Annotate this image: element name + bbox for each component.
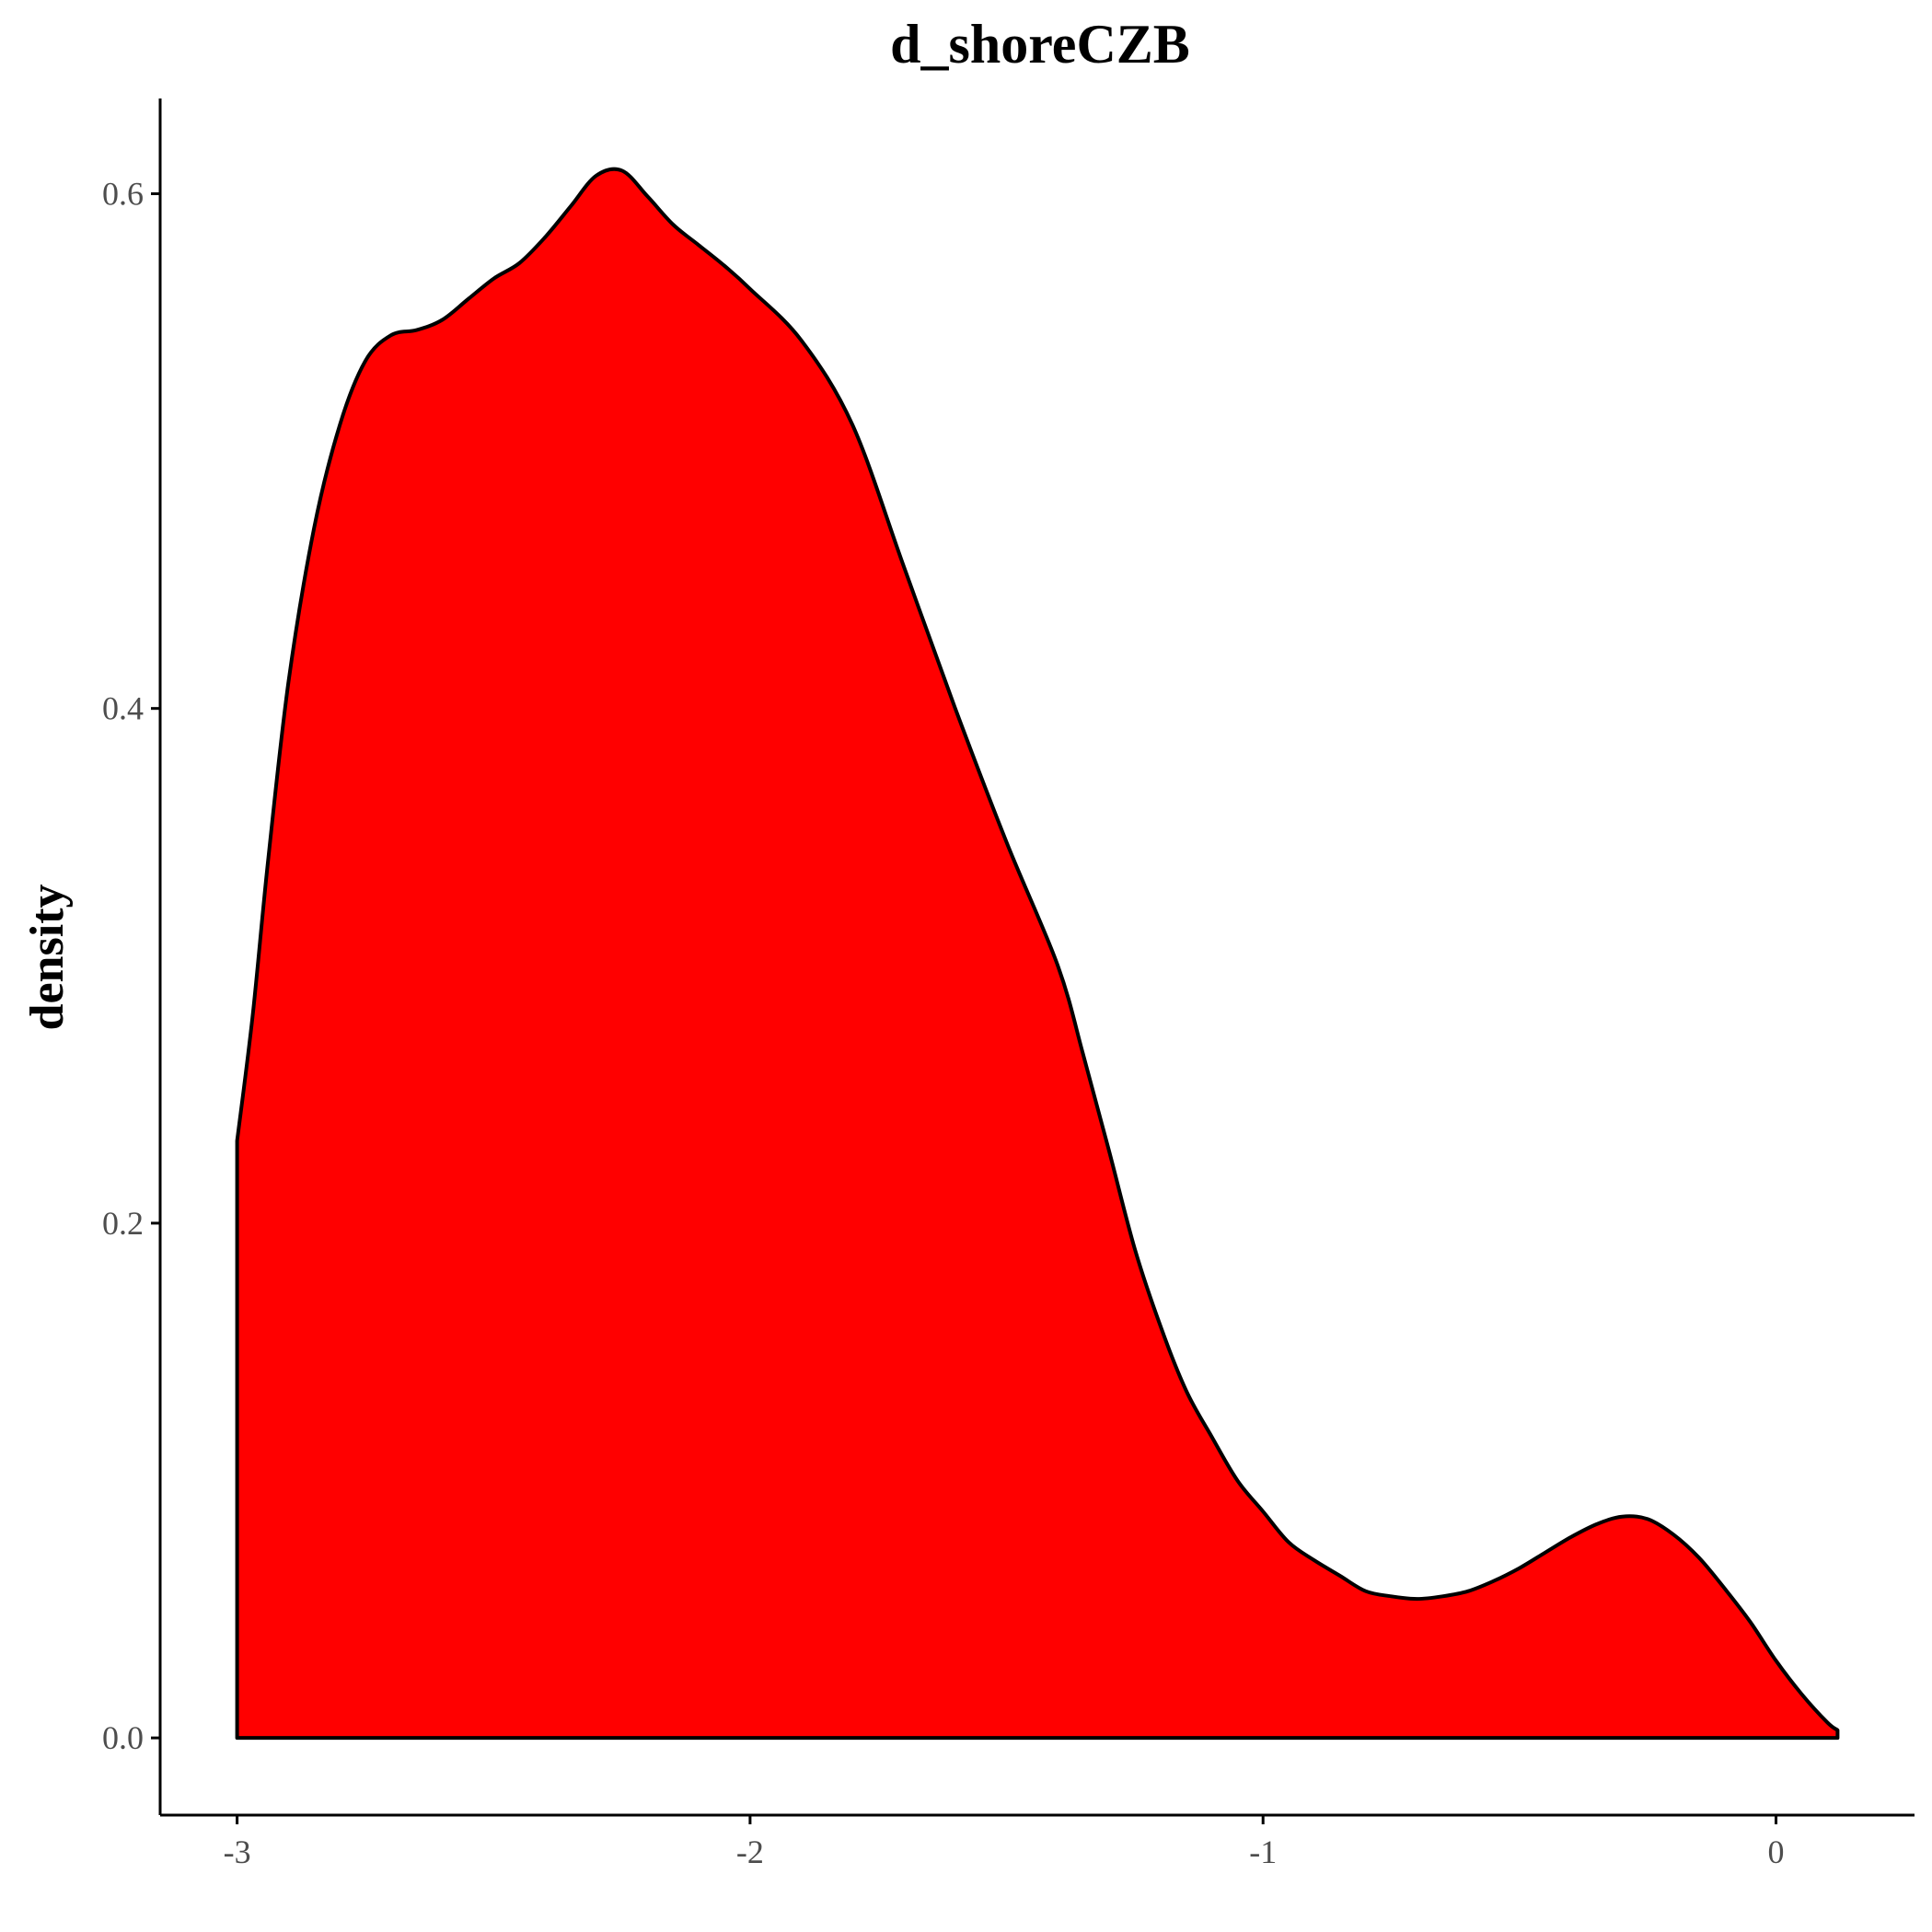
x-axis-ticks: -3 -2 -1 0 — [224, 1815, 1785, 1870]
x-tick-label: -3 — [224, 1834, 251, 1870]
plot-area — [235, 167, 1840, 1741]
y-tick-label: 0.2 — [102, 1205, 144, 1242]
y-tick-label: 0.6 — [102, 175, 144, 212]
x-tick-label: 0 — [1768, 1834, 1785, 1870]
y-axis-label: density — [21, 885, 74, 1031]
y-axis-ticks: 0.0 0.2 0.4 0.6 — [102, 175, 160, 1756]
density-area — [235, 167, 1840, 1741]
x-tick-label: -2 — [736, 1834, 764, 1870]
y-tick-label: 0.4 — [102, 690, 144, 727]
y-tick-label: 0.0 — [102, 1719, 144, 1756]
x-tick-label: -1 — [1249, 1834, 1277, 1870]
chart-title: d_shoreCZB — [890, 14, 1190, 75]
